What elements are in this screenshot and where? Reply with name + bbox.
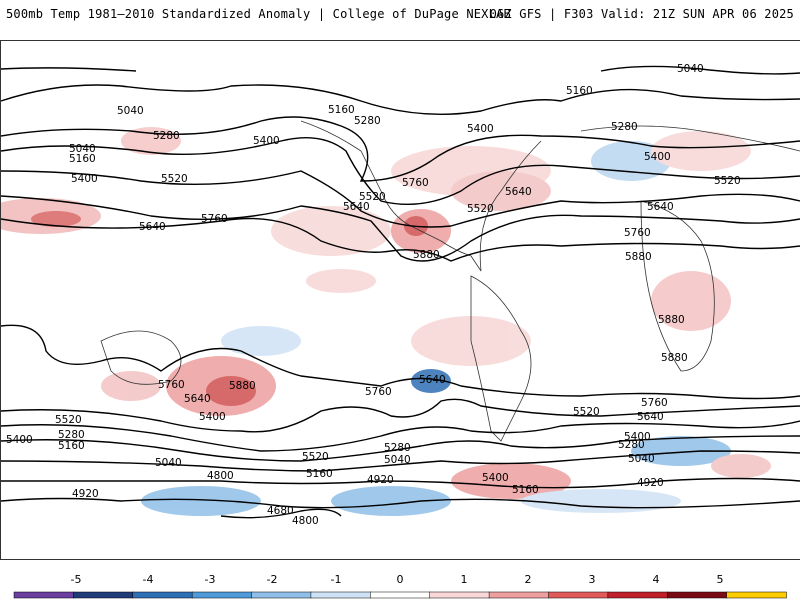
contour-label: 5400 (253, 135, 280, 147)
contour-label: 5520 (302, 451, 329, 463)
contour-label: 4920 (367, 474, 394, 486)
contour-label: 5160 (328, 104, 355, 116)
contour-label: 5160 (69, 153, 96, 165)
colorbar-segment (132, 591, 193, 599)
tick-label: -1 (331, 573, 342, 586)
contour-label: 5520 (573, 406, 600, 418)
contour-label: 5760 (201, 213, 228, 225)
model-run-info: 06Z GFS | F303 Valid: 21Z SUN APR 06 202… (489, 7, 794, 21)
colorbar-segment (73, 591, 134, 599)
tick-label: -5 (71, 573, 82, 586)
height-contours (1, 65, 800, 519)
contour-labels: 5040 5040 5040 5160 5160 5160 5280 5280 … (6, 63, 741, 527)
contour-label: 5760 (158, 379, 185, 391)
header: 500mb Temp 1981–2010 Standardized Anomal… (0, 0, 800, 40)
contour-label: 5040 (117, 105, 144, 117)
contour-label: 5400 (199, 411, 226, 423)
colorbar: -5 -4 -3 -2 -1 0 1 2 3 4 5 (0, 560, 800, 600)
contour-label: 5400 (644, 151, 671, 163)
contour-label: 5880 (661, 352, 688, 364)
colorbar-segment (548, 591, 609, 599)
colorbar-segment (429, 591, 490, 599)
colorbar-segment (726, 591, 787, 599)
colorbar-ticks: -5 -4 -3 -2 -1 0 1 2 3 4 5 (71, 573, 724, 586)
contour-label: 5160 (58, 440, 85, 452)
colorbar-segment (607, 591, 668, 599)
colorbar-segment (310, 591, 372, 599)
coastlines (100, 120, 800, 442)
tick-label: -3 (205, 573, 216, 586)
contour-label: 5040 (155, 457, 182, 469)
contour-label: 5280 (611, 121, 638, 133)
contour-label: 5280 (384, 442, 411, 454)
contour-label: 5040 (384, 454, 411, 466)
contour-label: 5280 (58, 429, 85, 441)
contour-label: 5040 (69, 143, 96, 155)
contour-label: 5760 (641, 397, 668, 409)
contour-label: 5760 (402, 177, 429, 189)
contour-label: 5640 (184, 393, 211, 405)
contour-label: 5280 (153, 130, 180, 142)
contour-label: 5160 (566, 85, 593, 97)
tick-label: 0 (397, 573, 404, 586)
contour-label: 5640 (505, 186, 532, 198)
contour-label: 5760 (365, 386, 392, 398)
contour-label: 4680 (267, 505, 294, 517)
contour-label: 4920 (637, 477, 664, 489)
contour-label: 5880 (658, 314, 685, 326)
contour-label: 5520 (467, 203, 494, 215)
colorbar-segment (13, 591, 75, 599)
contour-label: 5400 (624, 431, 651, 443)
map-title: 500mb Temp 1981–2010 Standardized Anomal… (6, 7, 511, 21)
contour-label: 5640 (419, 374, 446, 386)
contour-label: 5400 (482, 472, 509, 484)
colorbar-scale: -5 -4 -3 -2 -1 0 1 2 3 4 5 (13, 573, 787, 599)
tick-label: -2 (267, 573, 278, 586)
contour-label: 4800 (292, 515, 319, 527)
contour-label: 5520 (714, 175, 741, 187)
contour-label: 5400 (71, 173, 98, 185)
contour-label: 5400 (467, 123, 494, 135)
colorbar-segment (666, 591, 728, 599)
contour-label: 5280 (618, 439, 645, 451)
tick-label: -4 (143, 573, 154, 586)
contour-label: 5520 (55, 414, 82, 426)
colorbar-segment (191, 591, 253, 599)
colorbar-segments (13, 591, 787, 599)
contour-label: 5160 (306, 468, 333, 480)
contour-label: 5160 (512, 484, 539, 496)
colorbar-segment (370, 591, 431, 599)
tick-label: 4 (653, 573, 660, 586)
tick-label: 1 (461, 573, 468, 586)
tick-label: 2 (525, 573, 532, 586)
contour-label: 5640 (343, 201, 370, 213)
contour-label: 5880 (413, 249, 440, 261)
contour-label: 5880 (229, 380, 256, 392)
map-panel: 5040 5040 5040 5160 5160 5160 5280 5280 … (0, 40, 800, 560)
contour-label: 4920 (72, 488, 99, 500)
contour-label: 5400 (6, 434, 33, 446)
contour-label: 5640 (637, 411, 664, 423)
contour-label: 5520 (161, 173, 188, 185)
contour-label: 4800 (207, 470, 234, 482)
colorbar-segment (251, 591, 312, 599)
contour-label: 5520 (359, 191, 386, 203)
tick-label: 3 (589, 573, 596, 586)
colorbar-segment (488, 591, 550, 599)
anomaly-shading (1, 127, 771, 516)
anomaly-map: 5040 5040 5040 5160 5160 5160 5280 5280 … (1, 63, 800, 527)
contour-label: 5280 (354, 115, 381, 127)
contour-label: 5760 (624, 227, 651, 239)
contour-label: 5640 (647, 201, 674, 213)
contour-label: 5880 (625, 251, 652, 263)
contour-label: 5640 (139, 221, 166, 233)
contour-label: 5040 (628, 453, 655, 465)
contour-label: 5040 (677, 63, 704, 75)
tick-label: 5 (717, 573, 724, 586)
